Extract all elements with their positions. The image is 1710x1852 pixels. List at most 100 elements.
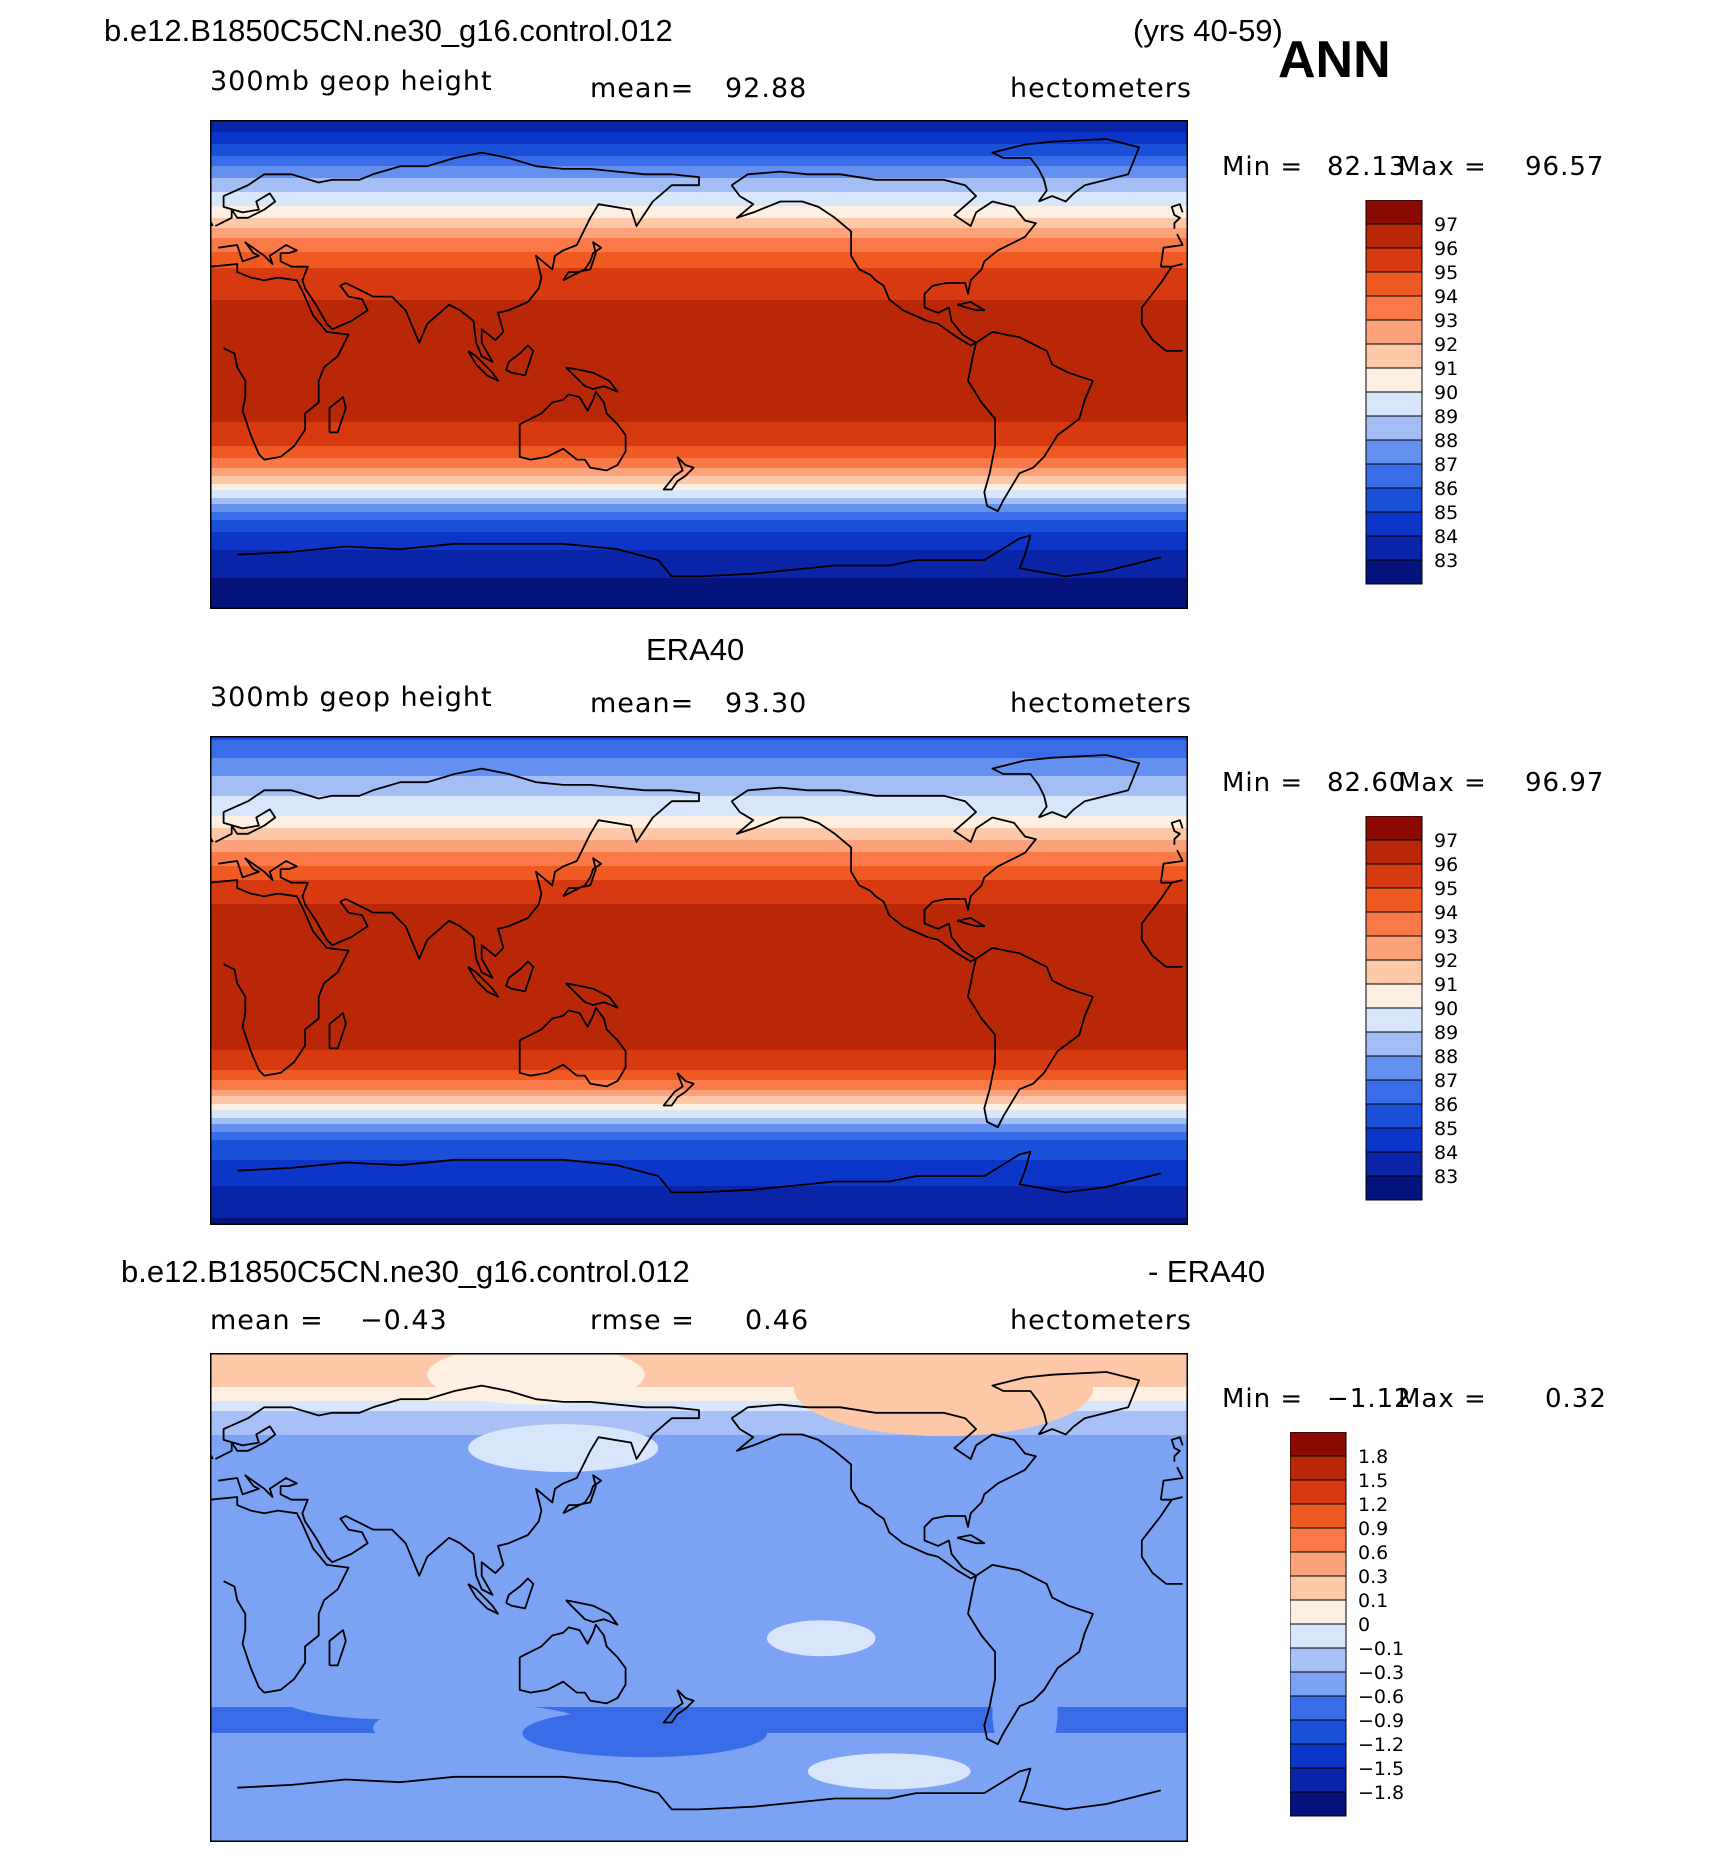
field-band: [210, 1447, 1188, 1450]
field-band: [210, 160, 1188, 163]
field-band: [210, 1136, 1188, 1139]
colorbar-tick-label: 88: [1434, 1046, 1458, 1068]
field-band: [210, 836, 1188, 839]
field-band: [210, 1110, 1188, 1113]
colorbar-tick-label: 1.5: [1358, 1470, 1388, 1492]
field-band: [210, 370, 1188, 373]
colorbar-swatch: [1290, 1767, 1347, 1793]
field-band: [210, 1691, 1188, 1694]
field-band: [210, 790, 1188, 793]
field-band: [210, 1182, 1188, 1185]
coastline-new-zealand: [662, 1689, 695, 1724]
field-band: [210, 996, 1188, 999]
colorbar-swatch: [1365, 863, 1423, 889]
field-band: [210, 500, 1188, 503]
field-band: [210, 1787, 1188, 1790]
field-band: [210, 1425, 1188, 1428]
field-band: [210, 1212, 1188, 1215]
field-band: [210, 1082, 1188, 1085]
field-band: [210, 1020, 1188, 1023]
field-band: [210, 1210, 1188, 1213]
field-band: [210, 1607, 1188, 1610]
field-band: [210, 224, 1188, 227]
field-band: [210, 848, 1188, 851]
field-band: [210, 1202, 1188, 1205]
field-band: [210, 1126, 1188, 1129]
field-band: [210, 810, 1188, 813]
field-band: [210, 1076, 1188, 1079]
field-band: [210, 306, 1188, 309]
coastline-north-america: [730, 170, 1037, 347]
field-band: [210, 152, 1188, 155]
colorbar-tick-label: 90: [1434, 382, 1458, 404]
field-band: [210, 418, 1188, 421]
colorbar-swatch: [1365, 439, 1423, 465]
field-band: [210, 1118, 1188, 1121]
colorbar-tick-label: 0.3: [1358, 1566, 1388, 1588]
field-band: [210, 842, 1188, 845]
field-band: [210, 1208, 1188, 1211]
field-band: [210, 1016, 1188, 1019]
field-band: [210, 984, 1188, 987]
field-band: [210, 386, 1188, 389]
field-band: [210, 1837, 1188, 1840]
colorbar-swatch: [1365, 343, 1423, 369]
field-band: [210, 222, 1188, 225]
field-band: [210, 1627, 1188, 1630]
field-band: [210, 906, 1188, 909]
field-band: [210, 256, 1188, 259]
field-band: [210, 1116, 1188, 1119]
field-band: [210, 488, 1188, 491]
field-band: [210, 1090, 1188, 1093]
colorbar-swatch: [1290, 1455, 1347, 1481]
field-band: [210, 1781, 1188, 1784]
field-band: [210, 606, 1188, 609]
field-band: [210, 1603, 1188, 1606]
field-band: [210, 1655, 1188, 1658]
anomaly-blob: [427, 1353, 645, 1405]
field-band: [210, 1391, 1188, 1394]
field-band: [210, 242, 1188, 245]
field-band: [210, 504, 1188, 507]
field-band: [210, 1220, 1188, 1223]
field-band: [210, 850, 1188, 853]
field-band: [210, 1803, 1188, 1806]
field-band: [210, 278, 1188, 281]
field-band: [210, 394, 1188, 397]
field-band: [210, 1357, 1188, 1360]
field-band: [210, 1499, 1188, 1502]
field-band: [210, 886, 1188, 889]
panel3-min-label: Min =: [1222, 1384, 1304, 1414]
field-band: [210, 1459, 1188, 1462]
field-band: [210, 526, 1188, 529]
field-band: [210, 1599, 1188, 1602]
field-band: [210, 464, 1188, 467]
field-band: [210, 914, 1188, 917]
field-band: [210, 368, 1188, 371]
field-band: [210, 1433, 1188, 1436]
colorbar-swatch: [1290, 1671, 1347, 1697]
colorbar-swatch: [1365, 816, 1423, 841]
field-band: [210, 234, 1188, 237]
field-band: [210, 1505, 1188, 1508]
field-band: [210, 1158, 1188, 1161]
field-band: [210, 596, 1188, 599]
field-band: [210, 1084, 1188, 1087]
field-band: [210, 524, 1188, 527]
field-band: [210, 214, 1188, 217]
field-band: [210, 1833, 1188, 1836]
field-band: [210, 384, 1188, 387]
field-band: [210, 774, 1188, 777]
field-band: [210, 1395, 1188, 1398]
panel2-map: [210, 736, 1188, 1225]
colorbar-tick-label: 1.2: [1358, 1494, 1388, 1516]
colorbar-tick-label: 87: [1434, 1070, 1458, 1092]
field-band: [210, 1577, 1188, 1580]
field-band: [210, 134, 1188, 137]
field-band: [210, 1036, 1188, 1039]
colorbar-swatch: [1290, 1527, 1347, 1553]
field-band: [210, 1058, 1188, 1061]
field-band: [210, 1705, 1188, 1708]
colorbar-swatch: [1365, 247, 1423, 273]
field-band: [210, 1040, 1188, 1043]
